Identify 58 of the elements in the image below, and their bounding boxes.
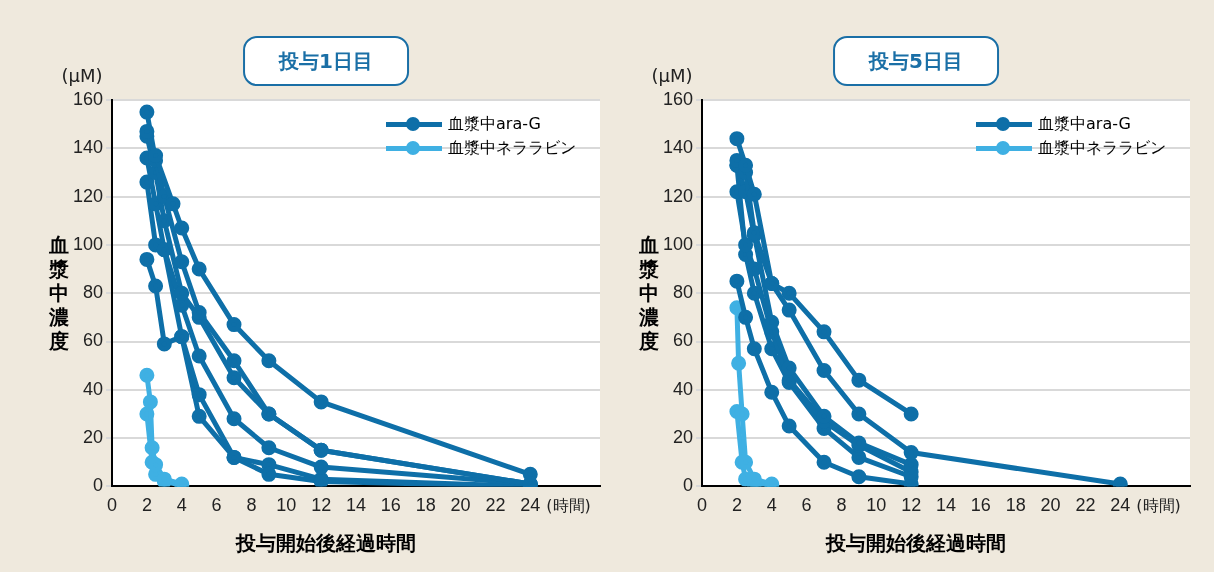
y-tick-label: 120: [72, 185, 104, 206]
text: (μM): [61, 64, 103, 86]
x-tick-label: 8: [246, 495, 257, 516]
y-tick-label: 120: [662, 185, 694, 206]
x-tick-label: 10: [866, 495, 887, 516]
x-tick-label: 6: [801, 495, 812, 516]
x-tick-label: 10: [276, 495, 297, 516]
y-tick-label: 160: [72, 88, 104, 109]
x-tick-label: 0: [107, 495, 118, 516]
legend-label: 血漿中ara-G: [1038, 113, 1131, 135]
x-tick-label: 18: [1005, 495, 1026, 516]
x-tick-label: 16: [380, 495, 401, 516]
x-tick-label: 22: [485, 495, 506, 516]
y-tick-label: 20: [673, 427, 694, 448]
text: (時間): [1136, 495, 1181, 515]
legend-label: 血漿中ara-G: [448, 113, 541, 135]
y-tick-label: 100: [662, 233, 694, 254]
x-tick-label: 24: [520, 495, 541, 516]
x-tick-label: 6: [211, 495, 222, 516]
y-tick-label: 0: [683, 475, 694, 496]
y-axis-title: 血漿中濃度: [638, 233, 660, 354]
chart-title: 投与1日目: [243, 36, 409, 86]
legend-label: 血漿中ネララビン: [448, 137, 576, 159]
y-tick-label: 80: [673, 282, 694, 303]
y-tick-label: 160: [662, 88, 694, 109]
x-tick-label: 20: [450, 495, 471, 516]
x-tick-label: 2: [141, 495, 152, 516]
y-tick-label: 0: [93, 475, 104, 496]
x-tick-label: 4: [176, 495, 187, 516]
legend-label: 血漿中ネララビン: [1038, 137, 1166, 159]
x-tick-label: 22: [1075, 495, 1096, 516]
x-tick-label: 0: [697, 495, 708, 516]
x-tick-label: 14: [936, 495, 957, 516]
x-tick-label: 12: [311, 495, 332, 516]
y-tick-label: 60: [83, 330, 104, 351]
x-tick-label: 24: [1110, 495, 1131, 516]
x-tick-label: 8: [836, 495, 847, 516]
y-tick-label: 140: [662, 137, 694, 158]
x-tick-label: 2: [731, 495, 742, 516]
x-tick-label: 12: [901, 495, 922, 516]
y-tick-label: 40: [673, 378, 694, 399]
x-tick-label: 20: [1040, 495, 1061, 516]
y-tick-label: 140: [72, 137, 104, 158]
y-tick-label: 60: [673, 330, 694, 351]
y-tick-label: 20: [83, 427, 104, 448]
chart-title: 投与5日目: [833, 36, 999, 86]
x-axis-title: 投与開始後経過時間: [236, 530, 417, 557]
x-tick-label: 14: [346, 495, 367, 516]
x-tick-label: 4: [766, 495, 777, 516]
y-tick-label: 80: [83, 282, 104, 303]
y-axis-title: 血漿中濃度: [48, 233, 70, 354]
y-tick-label: 100: [72, 233, 104, 254]
x-axis-title: 投与開始後経過時間: [826, 530, 1007, 557]
text: (時間): [546, 495, 591, 515]
x-tick-label: 16: [970, 495, 991, 516]
y-tick-label: 40: [83, 378, 104, 399]
x-tick-label: 18: [415, 495, 436, 516]
text: (μM): [651, 64, 693, 86]
